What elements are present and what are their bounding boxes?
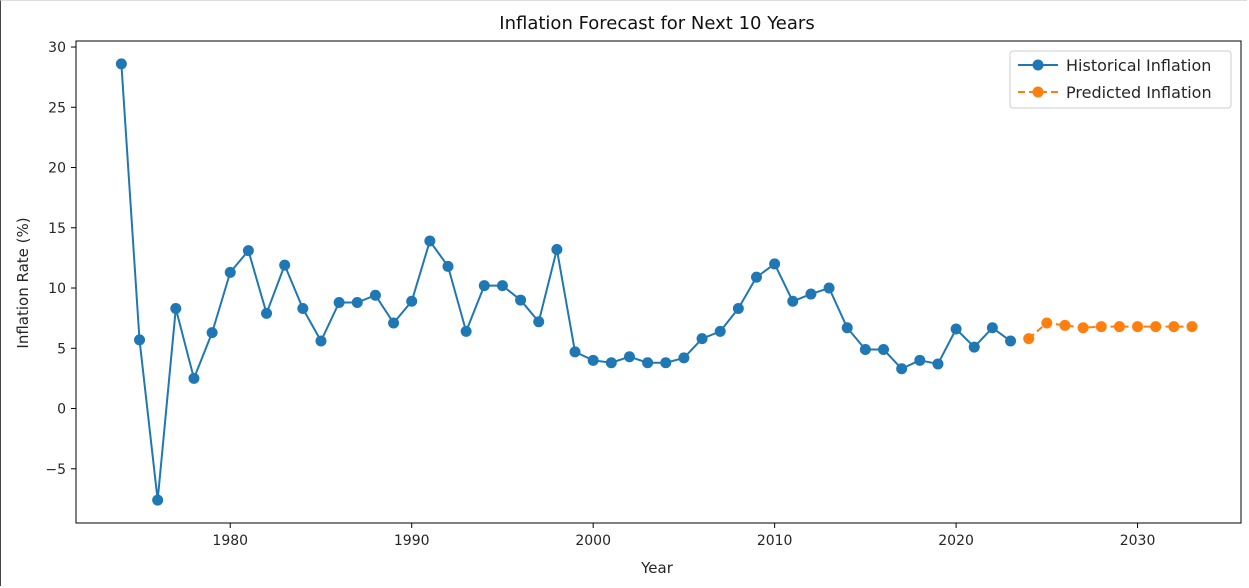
data-point [515, 294, 527, 306]
data-point [224, 266, 236, 278]
legend-marker [1032, 59, 1044, 71]
plot-frame [75, 40, 1242, 524]
data-point [605, 357, 617, 369]
data-point [261, 307, 273, 319]
data-point [333, 296, 345, 308]
data-point [569, 346, 581, 358]
data-point [152, 494, 164, 506]
data-point [950, 323, 962, 335]
data-point [1041, 317, 1053, 329]
y-tick-label: 0 [57, 402, 66, 418]
data-point [351, 296, 363, 308]
data-point [1150, 321, 1162, 333]
data-point [896, 363, 908, 375]
data-point [1059, 319, 1071, 331]
legend: Historical Inflation Predicted Inflation [1009, 50, 1232, 109]
series-line [1028, 321, 1192, 340]
y-tick-label: 10 [48, 281, 66, 297]
data-point [533, 316, 545, 328]
data-point [134, 334, 146, 346]
data-point [769, 258, 781, 270]
data-point [478, 280, 490, 292]
data-point [388, 317, 400, 329]
x-tick-label: 2020 [938, 533, 974, 549]
data-point [279, 259, 291, 271]
chart-title: Inflation Forecast for Next 10 Years [499, 13, 814, 34]
data-point [551, 243, 563, 255]
legend-item: Predicted Inflation [1018, 83, 1212, 102]
y-tick-label: 15 [48, 221, 66, 237]
x-tick-label: 2010 [757, 533, 793, 549]
legend-label: Historical Inflation [1066, 56, 1211, 75]
data-point [115, 58, 127, 70]
data-point [496, 280, 508, 292]
data-point [1095, 321, 1107, 333]
series-predicted-inflation [1023, 317, 1198, 345]
data-point [750, 271, 762, 283]
data-point [642, 357, 654, 369]
x-tick-label: 1990 [394, 533, 430, 549]
series-layer [115, 58, 1198, 506]
data-point [787, 295, 799, 307]
data-point [1168, 321, 1180, 333]
axes: 1980 1990 2000 2010 2020 2030 −5 0 5 10 15 20 25 30 [45, 40, 1242, 549]
data-point [1023, 333, 1035, 345]
data-point [1132, 321, 1144, 333]
data-point [442, 260, 454, 272]
data-point [623, 351, 635, 363]
data-point [823, 282, 835, 294]
series-line [120, 63, 1012, 502]
data-point [1113, 321, 1125, 333]
data-point [424, 235, 436, 247]
y-tick-label: 20 [48, 161, 66, 177]
legend-marker [1032, 86, 1044, 98]
data-point [714, 325, 726, 337]
x-axis-label: Year [640, 559, 674, 577]
y-tick-label: 25 [48, 100, 66, 116]
data-point [1077, 322, 1089, 334]
data-point [805, 288, 817, 300]
data-point [1186, 321, 1198, 333]
y-tick-label: 5 [57, 341, 66, 357]
data-point [986, 322, 998, 334]
y-tick-label: −5 [45, 462, 66, 478]
data-point [242, 245, 254, 257]
data-point [932, 358, 944, 370]
data-point [1005, 335, 1017, 347]
series-historical-inflation [115, 58, 1017, 506]
data-point [188, 372, 200, 384]
x-tick-label: 2000 [575, 533, 611, 549]
data-point [914, 354, 926, 366]
data-point [841, 322, 853, 334]
data-point [297, 303, 309, 315]
data-point [859, 343, 871, 355]
y-tick-label: 30 [48, 40, 66, 56]
data-point [968, 341, 980, 353]
legend-item: Historical Inflation [1018, 56, 1211, 75]
data-point [460, 325, 472, 337]
data-point [170, 303, 182, 315]
data-point [678, 352, 690, 364]
data-point [369, 289, 381, 301]
x-tick-label: 2030 [1120, 533, 1156, 549]
data-point [406, 295, 418, 307]
x-tick-label: 1980 [212, 533, 248, 549]
data-point [660, 357, 672, 369]
data-point [206, 327, 218, 339]
legend-box [1009, 50, 1232, 109]
y-axis-label: Inflation Rate (%) [14, 217, 32, 348]
data-point [878, 343, 890, 355]
data-point [732, 303, 744, 315]
legend-label: Predicted Inflation [1066, 83, 1212, 102]
data-point [696, 333, 708, 345]
data-point [587, 354, 599, 366]
data-point [315, 335, 327, 347]
